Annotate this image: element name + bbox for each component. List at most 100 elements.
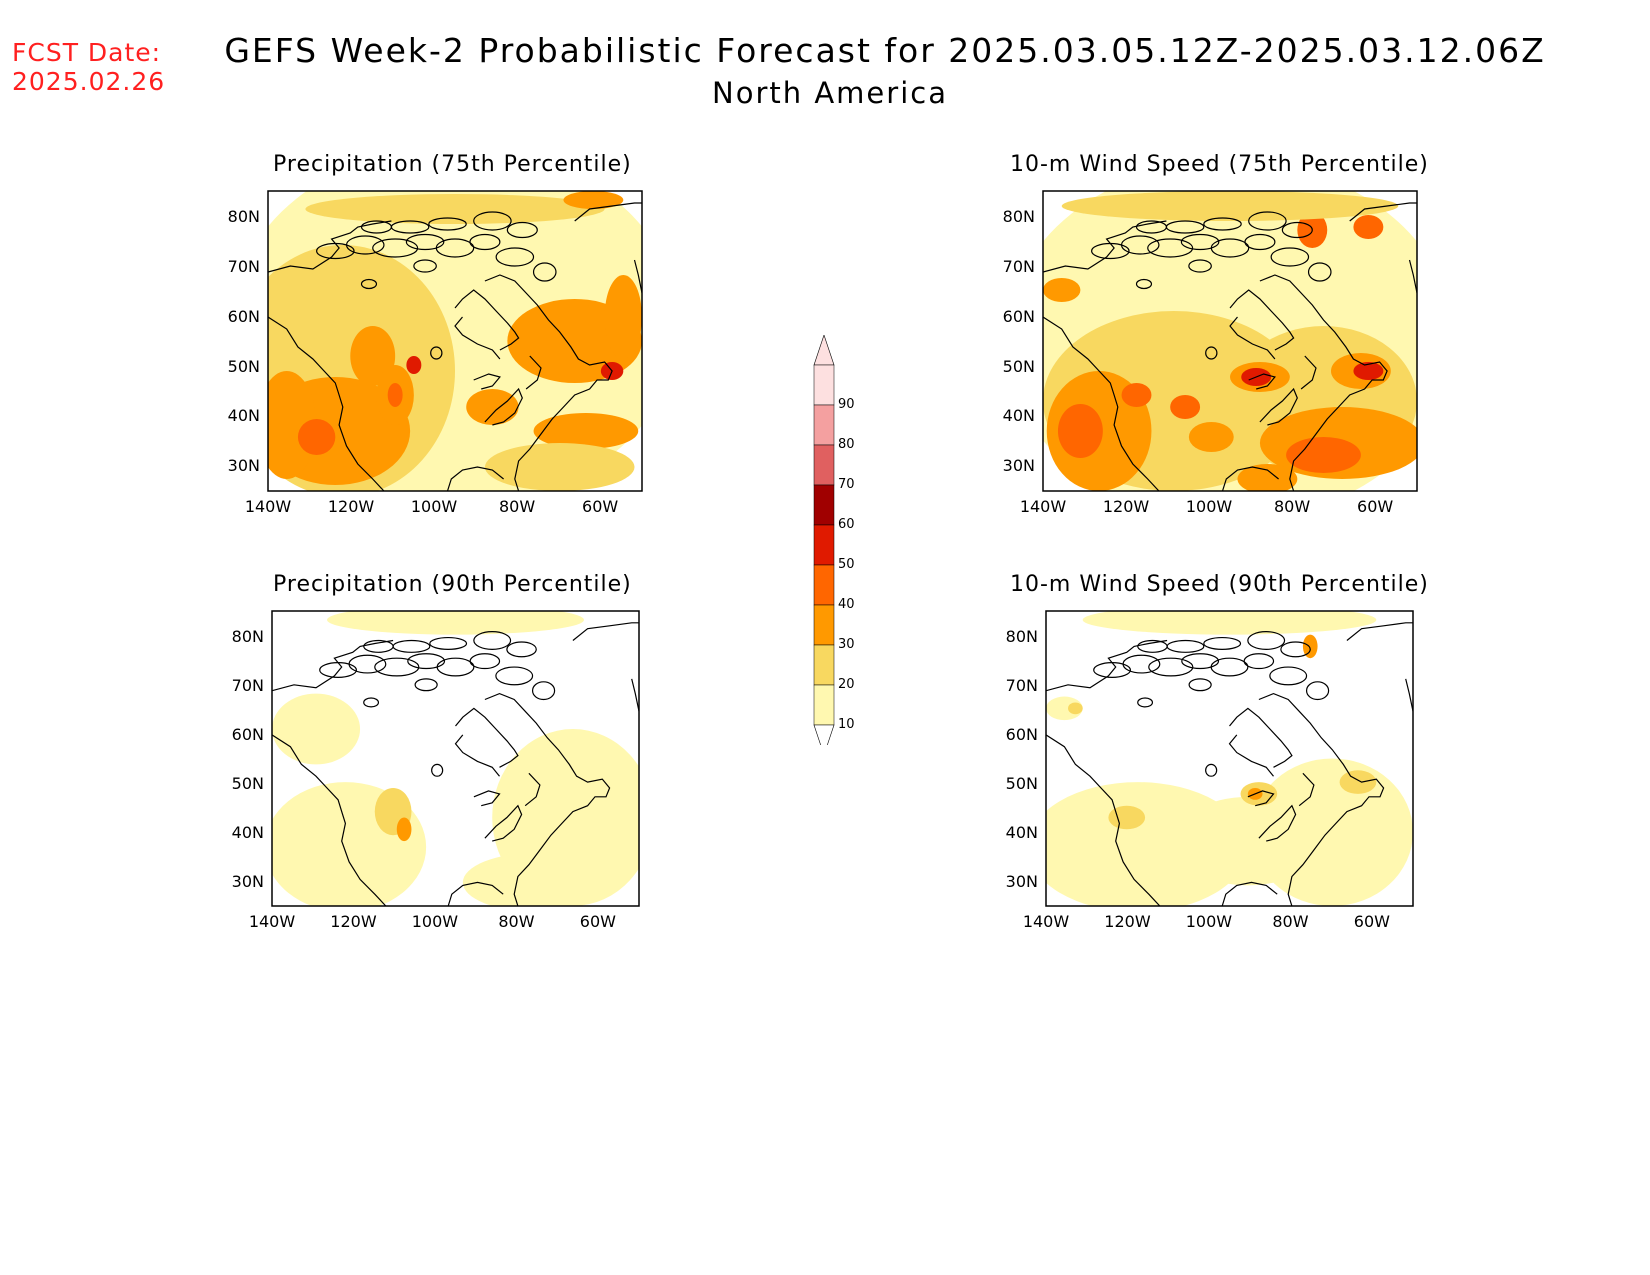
lat-label: 70N xyxy=(227,256,260,276)
island xyxy=(1147,238,1194,258)
contour-c10 xyxy=(1046,696,1083,721)
island xyxy=(1203,636,1242,650)
lon-label: 60W xyxy=(1357,497,1394,516)
colorbar-segment xyxy=(813,484,835,526)
contour-c50 xyxy=(406,356,422,374)
contour-c10 xyxy=(327,611,584,635)
island xyxy=(374,657,420,677)
colorbar-segment xyxy=(813,364,835,406)
map-frame xyxy=(267,190,643,492)
main-subtitle: North America xyxy=(712,76,948,110)
lat-label: 30N xyxy=(231,871,264,891)
contour-c10 xyxy=(462,852,610,906)
coastline xyxy=(574,202,642,222)
lat-label: 70N xyxy=(231,675,264,695)
colorbar-label: 10 xyxy=(838,717,855,732)
map-fill-layer xyxy=(272,611,639,906)
map-frame xyxy=(1045,610,1414,907)
island xyxy=(532,262,557,282)
colorbar-top-arrow xyxy=(813,335,835,366)
coastline xyxy=(1046,734,1161,906)
lon-label: 80W xyxy=(498,497,536,516)
map-precip-75 xyxy=(267,190,643,492)
lon-label: 80W xyxy=(498,912,535,931)
lon-label: 140W xyxy=(1019,497,1067,516)
island xyxy=(429,636,468,650)
lon-label: 140W xyxy=(244,497,292,516)
island xyxy=(405,233,445,251)
map-precip-90 xyxy=(271,610,640,907)
island xyxy=(414,678,438,692)
coastline xyxy=(524,772,541,807)
island xyxy=(1205,763,1218,777)
island xyxy=(495,247,535,267)
forecast-date-block: FCST Date: 2025.02.26 xyxy=(12,38,165,96)
coastline xyxy=(525,355,542,390)
lat-label: 40N xyxy=(1002,406,1035,426)
island xyxy=(316,242,355,260)
island xyxy=(363,697,380,708)
coastline xyxy=(484,387,523,426)
island xyxy=(431,763,444,777)
island xyxy=(1180,233,1220,251)
lat-label: 80N xyxy=(227,207,260,227)
lon-label: 60W xyxy=(579,912,616,931)
island xyxy=(1135,278,1153,290)
colorbar-segment xyxy=(813,444,835,486)
colorbar-segment xyxy=(813,524,835,566)
contour-c20 xyxy=(1339,770,1377,794)
island xyxy=(1210,238,1250,258)
lat-label: 80N xyxy=(1002,207,1035,227)
coastline xyxy=(1229,316,1276,360)
coastline xyxy=(1346,622,1413,641)
coastline xyxy=(1259,274,1388,491)
colorbar-label: 50 xyxy=(838,557,855,572)
colorbar-segment xyxy=(813,684,835,726)
lat-label: 30N xyxy=(227,456,260,476)
coastline xyxy=(268,316,385,491)
island xyxy=(1148,657,1194,677)
lat-label: 60N xyxy=(1005,724,1038,744)
lon-label: 100W xyxy=(411,912,459,931)
island xyxy=(1181,653,1220,670)
island xyxy=(1307,262,1332,282)
colorbar-segment xyxy=(813,644,835,686)
contour-c40 xyxy=(297,419,336,455)
lat-label: 60N xyxy=(231,724,264,744)
panel-title-wind-75: 10-m Wind Speed (75th Percentile) xyxy=(1010,152,1429,177)
island xyxy=(1137,697,1154,708)
main-title-block: GEFS Week-2 Probabilistic Forecast for 2… xyxy=(0,31,1650,110)
lat-label: 40N xyxy=(231,822,264,842)
contour-c40 xyxy=(1057,404,1103,458)
coastline xyxy=(1043,316,1160,491)
panel-title-precip-75: Precipitation (75th Percentile) xyxy=(273,152,632,177)
lon-label: 80W xyxy=(1273,497,1311,516)
contour-c40 xyxy=(1170,395,1201,419)
island xyxy=(1281,221,1313,239)
colorbar-label: 90 xyxy=(838,397,855,412)
coastline xyxy=(1229,289,1295,351)
lat-label: 60N xyxy=(1002,306,1035,326)
island xyxy=(319,662,358,678)
coastline xyxy=(631,678,639,712)
coastline xyxy=(1221,466,1279,491)
lat-label: 40N xyxy=(227,406,260,426)
island xyxy=(348,654,387,674)
panel-title-precip-90: Precipitation (90th Percentile) xyxy=(273,572,632,597)
main-title: GEFS Week-2 Probabilistic Forecast for 2… xyxy=(224,31,1546,70)
lat-label: 60N xyxy=(227,306,260,326)
coastline xyxy=(572,622,639,641)
contour-c40 xyxy=(1286,437,1361,473)
contour-c10 xyxy=(1251,758,1413,906)
lat-label: 50N xyxy=(231,773,264,793)
island xyxy=(1244,233,1276,251)
contour-c30 xyxy=(563,191,624,209)
contour-c30 xyxy=(533,413,639,449)
island xyxy=(407,653,446,670)
colorbar-label: 20 xyxy=(838,677,855,692)
lon-label: 120W xyxy=(327,497,375,516)
island xyxy=(506,641,537,658)
lon-label: 120W xyxy=(330,912,377,931)
coastline xyxy=(1298,772,1315,807)
island xyxy=(1093,662,1132,678)
